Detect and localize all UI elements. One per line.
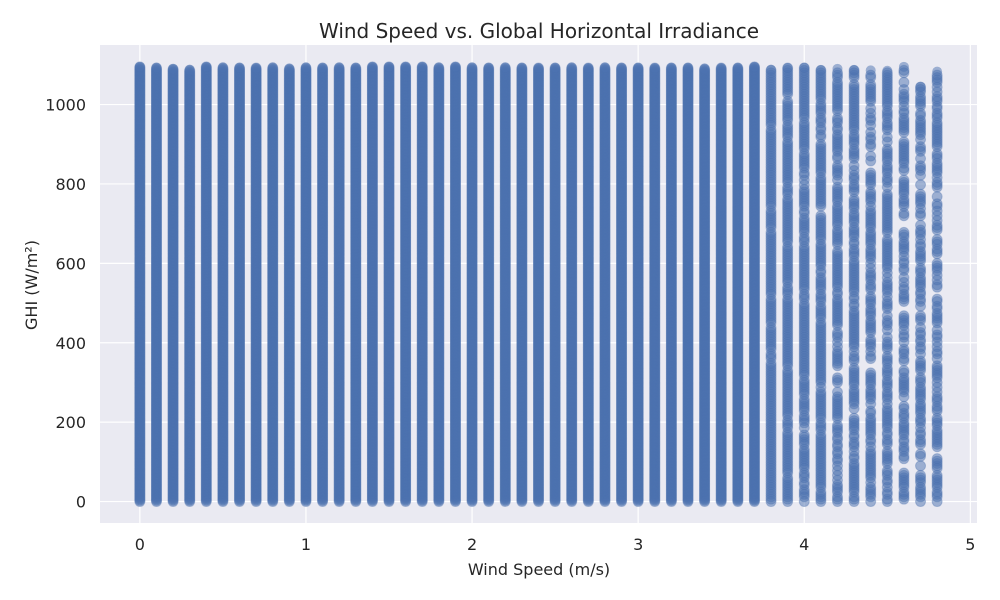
data-point — [284, 63, 295, 74]
wind-speed-column — [300, 62, 312, 508]
wind-speed-column — [350, 62, 362, 508]
data-point — [234, 62, 245, 73]
wind-speed-column — [150, 62, 162, 508]
wind-speed-column — [134, 61, 146, 508]
wind-speed-column — [267, 62, 279, 508]
data-point — [134, 61, 145, 72]
wind-speed-column — [200, 61, 212, 508]
wind-speed-column — [184, 64, 196, 508]
data-points — [134, 61, 943, 508]
data-point — [217, 62, 228, 73]
data-point — [184, 64, 195, 75]
data-point — [334, 62, 345, 73]
data-point — [201, 61, 212, 72]
wind-speed-column — [217, 62, 229, 508]
wind-speed-column — [234, 62, 246, 508]
data-point — [300, 62, 311, 73]
wind-speed-column — [317, 62, 329, 508]
data-point — [151, 62, 162, 73]
data-point — [168, 63, 179, 74]
wind-speed-column — [283, 63, 295, 508]
data-point — [251, 63, 262, 74]
data-point — [317, 62, 328, 73]
data-point — [267, 62, 278, 73]
wind-speed-column — [333, 62, 345, 508]
wind-speed-column — [250, 62, 262, 508]
wind-speed-column — [167, 63, 179, 508]
